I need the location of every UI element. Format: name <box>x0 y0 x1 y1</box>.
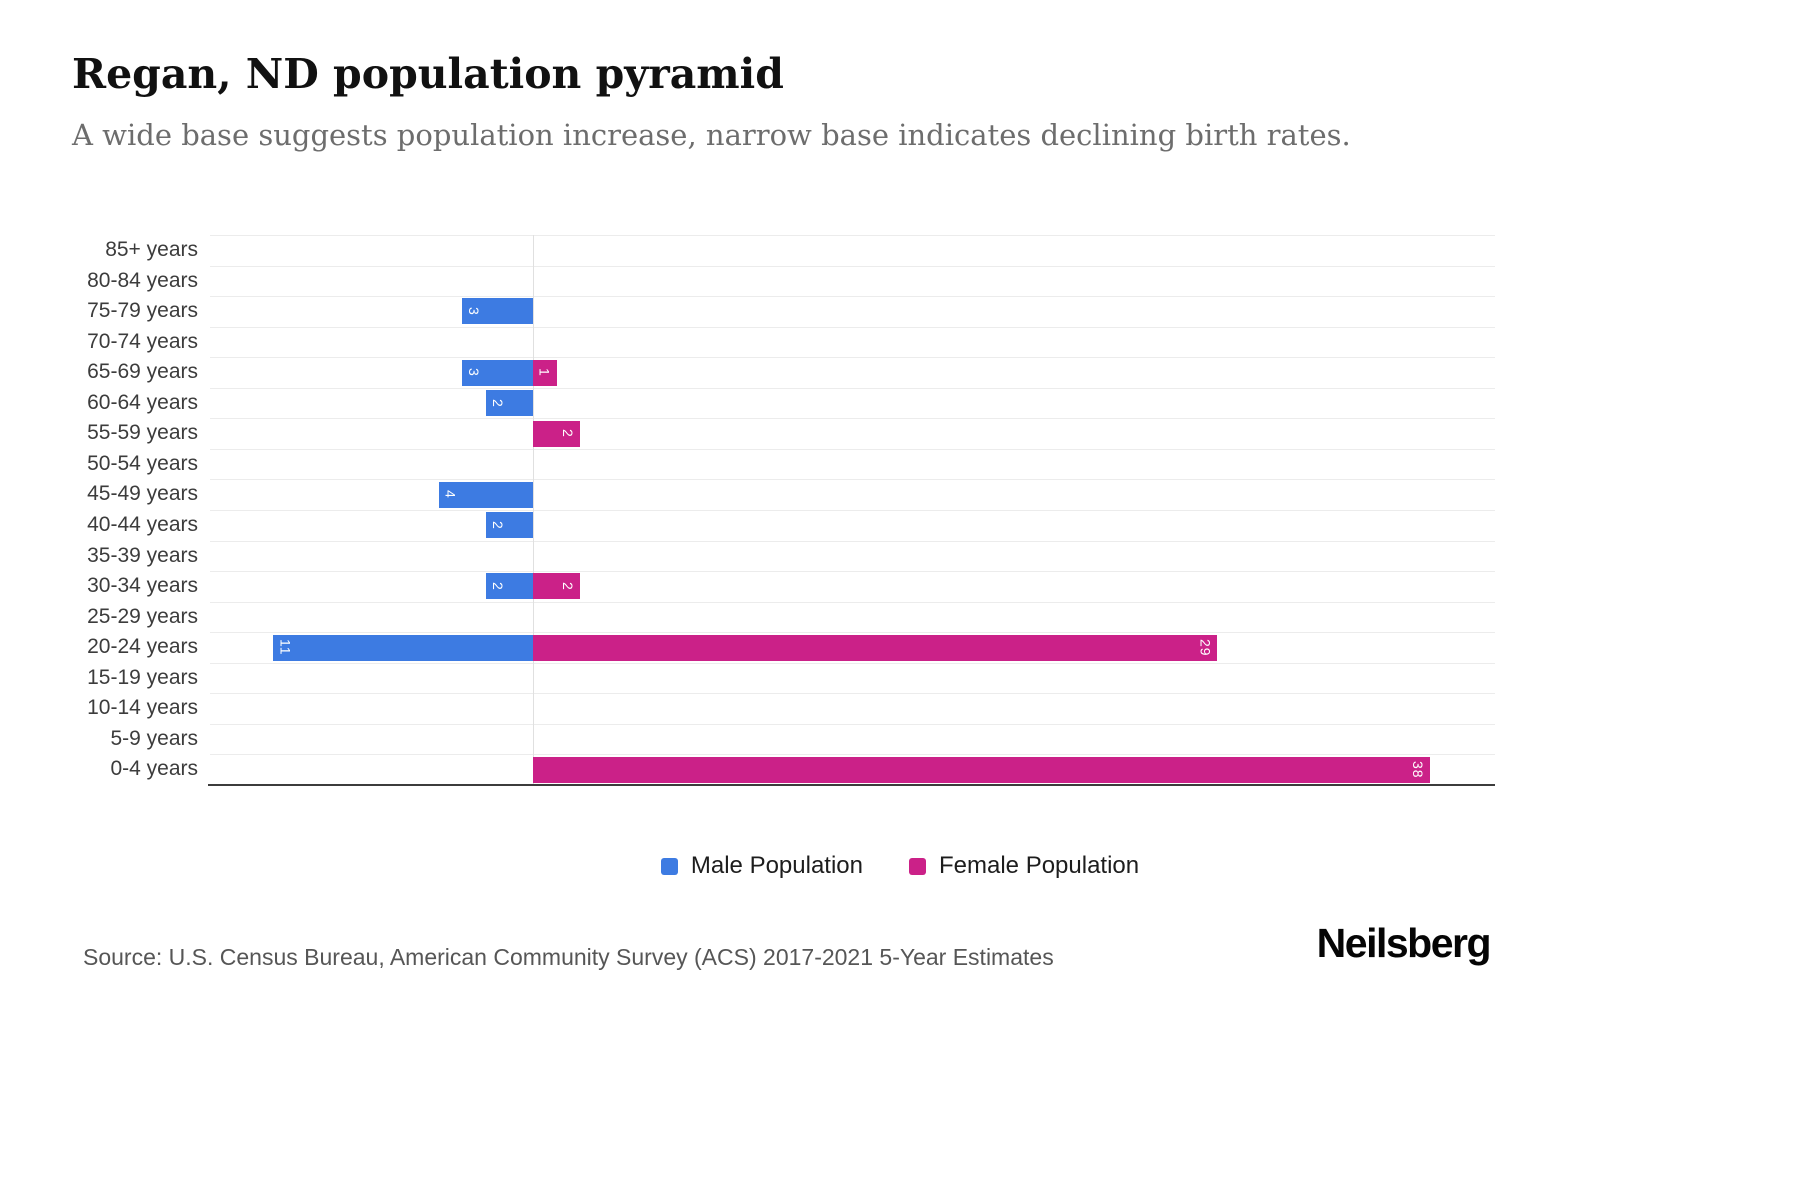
bar-value-label: 2 <box>489 520 506 530</box>
y-axis-label: 15-19 years <box>87 665 198 689</box>
gridline <box>210 296 1495 297</box>
male-bar: 2 <box>485 573 533 600</box>
gridline <box>210 510 1495 511</box>
y-axis-label: 40-44 years <box>87 513 198 536</box>
legend-item-male: Male Population <box>660 852 863 880</box>
female-bar: 29 <box>533 634 1218 661</box>
y-axis-label: 35-39 years <box>87 543 198 567</box>
male-bar: 3 <box>462 359 533 386</box>
gridline <box>210 571 1495 572</box>
male-bar: 4 <box>438 481 533 508</box>
bar-value-label: 2 <box>489 581 506 591</box>
y-axis-label: 30-34 years <box>87 574 198 598</box>
y-axis-label: 45-49 years <box>87 482 198 506</box>
gridline <box>210 479 1495 480</box>
female-bar: 2 <box>533 420 581 447</box>
pyramid-plot-area: 85+ years 80-84 years 75-79 years 3 70-74 ye… <box>0 235 1800 789</box>
gridline <box>210 327 1495 328</box>
y-axis-label: 80-84 years <box>87 268 198 292</box>
bar-value-label: 2 <box>560 429 577 438</box>
male-legend-swatch-icon <box>660 857 678 875</box>
female-bar: 1 <box>533 359 557 386</box>
legend-item-female: Female Population <box>909 852 1139 880</box>
legend-label-male: Male Population <box>690 852 863 879</box>
gridline <box>210 754 1495 755</box>
gridline <box>210 357 1495 358</box>
x-axis-baseline <box>208 784 1495 786</box>
gridline <box>210 418 1495 419</box>
male-bar: 11 <box>273 634 533 661</box>
y-axis-label: 70-74 years <box>87 329 198 353</box>
gridline <box>210 235 1495 236</box>
gridline <box>210 602 1495 603</box>
male-bar: 2 <box>485 512 533 539</box>
chart-legend: Male Population Female Population <box>0 852 1800 880</box>
bar-value-label: 2 <box>489 398 506 408</box>
y-axis-label: 65-69 years <box>87 360 198 384</box>
chart-subtitle: A wide base suggests population increase… <box>72 118 1351 152</box>
gridline <box>210 449 1495 450</box>
male-bar: 2 <box>485 390 533 417</box>
bar-value-label: 2 <box>560 581 577 591</box>
female-bar: 38 <box>533 756 1430 783</box>
y-axis-label: 20-24 years <box>87 635 198 659</box>
y-axis-label: 60-64 years <box>87 390 198 414</box>
male-bar: 3 <box>462 298 533 325</box>
y-axis-label: 25-29 years <box>87 604 198 628</box>
bar-value-label: 29 <box>1197 638 1214 657</box>
bar-value-label: 38 <box>1409 760 1426 779</box>
gridline <box>210 266 1495 267</box>
gridline <box>210 663 1495 664</box>
bar-value-label: 1 <box>536 368 553 377</box>
gridline <box>210 632 1495 633</box>
y-axis-label: 75-79 years <box>87 299 198 323</box>
y-axis-label: 0-4 years <box>110 757 198 781</box>
bar-value-label: 11 <box>277 639 294 656</box>
gridline <box>210 541 1495 542</box>
y-axis-label: 85+ years <box>105 238 198 261</box>
legend-label-female: Female Population <box>939 852 1140 879</box>
female-bar: 2 <box>533 573 581 600</box>
source-attribution: Source: U.S. Census Bureau, American Com… <box>83 944 1054 970</box>
female-legend-swatch-icon <box>909 857 926 875</box>
y-axis-label: 50-54 years <box>87 451 198 475</box>
neilsberg-logo: Neilsberg <box>1316 920 1492 966</box>
y-axis-label: 10-14 years <box>87 696 198 720</box>
gridline <box>210 724 1495 725</box>
bar-value-label: 3 <box>466 368 483 377</box>
gridline <box>210 388 1495 389</box>
bar-value-label: 4 <box>442 490 459 500</box>
chart-title: Regan, ND population pyramid <box>72 50 784 98</box>
bar-value-label: 3 <box>466 306 483 316</box>
y-axis-label: 55-59 years <box>87 421 198 445</box>
y-axis-label: 5-9 years <box>110 726 198 750</box>
center-axis-line <box>533 235 534 785</box>
gridline <box>210 693 1495 694</box>
